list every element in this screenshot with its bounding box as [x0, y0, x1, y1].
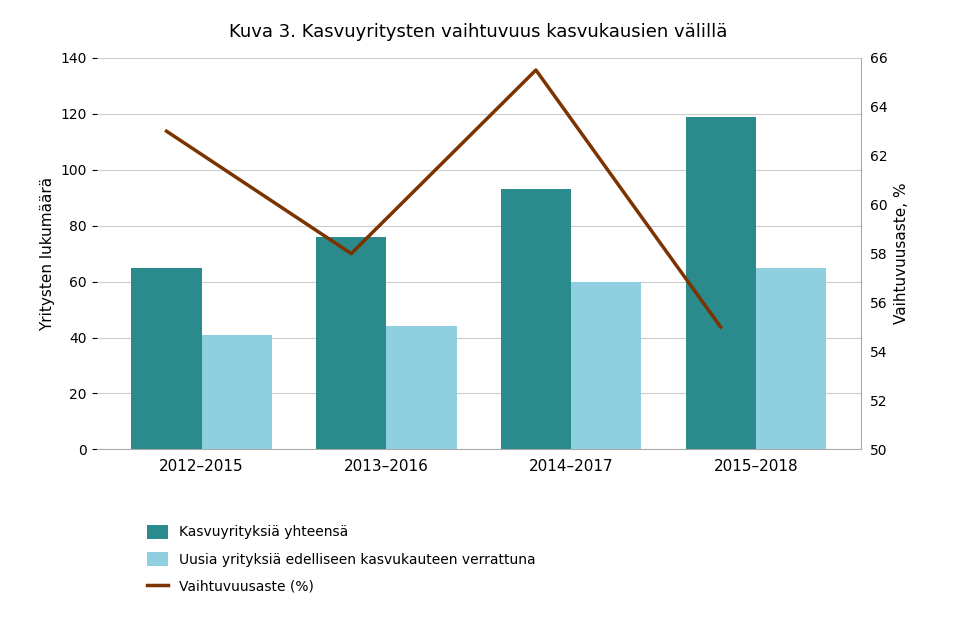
Vaihtuvuusaste (%) — [345, 250, 357, 257]
Bar — [201, 334, 272, 449]
Bar — [386, 326, 456, 449]
Bar — [132, 268, 201, 449]
Bar — [686, 117, 756, 449]
Title: Kuva 3. Kasvuyritysten vaihtuvuus kasvukausien välillä: Kuva 3. Kasvuyritysten vaihtuvuus kasvuk… — [229, 23, 728, 41]
Vaihtuvuusaste (%) — [530, 66, 542, 74]
Y-axis label: Yritysten lukumäärä: Yritysten lukumäärä — [40, 177, 55, 331]
Bar — [571, 282, 641, 449]
Line: Vaihtuvuusaste (%): Vaihtuvuusaste (%) — [166, 70, 720, 327]
Bar — [756, 268, 826, 449]
Vaihtuvuusaste (%) — [715, 323, 726, 331]
Bar — [501, 189, 571, 449]
Y-axis label: Vaihtuvuusaste, %: Vaihtuvuusaste, % — [894, 183, 909, 324]
Vaihtuvuusaste (%) — [161, 127, 172, 135]
Legend: Kasvuyrityksiä yhteensä, Uusia yrityksiä edelliseen kasvukauteen verrattuna, Vai: Kasvuyrityksiä yhteensä, Uusia yrityksiä… — [142, 519, 542, 600]
Bar — [316, 237, 386, 449]
